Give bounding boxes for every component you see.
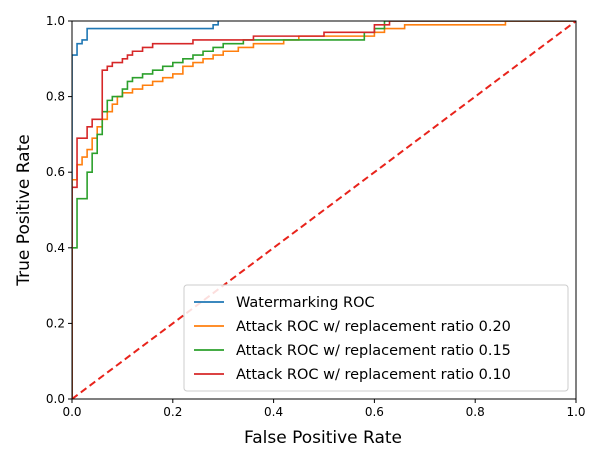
legend: Watermarking ROC Attack ROC w/ replacemen… xyxy=(183,284,569,392)
series-line-attack-roc-w-replacement-ratio-0-15 xyxy=(72,21,576,399)
y-tick-label: 0.2 xyxy=(46,316,65,330)
legend-label-watermarking-roc: Watermarking ROC xyxy=(236,295,375,311)
y-tick-label: 0.0 xyxy=(46,392,65,406)
x-tick-label: 0.6 xyxy=(365,405,384,419)
legend-label-attack-roc-w-replacement-ratio-0-15: Attack ROC w/ replacement ratio 0.15 xyxy=(236,343,511,359)
x-axis-label: False Positive Rate xyxy=(244,428,402,448)
x-tick-label: 0.0 xyxy=(62,405,81,419)
legend-box xyxy=(183,284,569,392)
legend-label-attack-roc-w-replacement-ratio-0-10: Attack ROC w/ replacement ratio 0.10 xyxy=(236,367,511,383)
y-tick-label: 1.0 xyxy=(46,14,65,28)
y-axis-label: True Positive Rate xyxy=(14,134,34,286)
series-line-watermarking-roc xyxy=(72,21,219,399)
x-tick-label: 1.0 xyxy=(566,405,585,419)
plot-area xyxy=(72,21,576,399)
y-tick-label: 0.6 xyxy=(46,165,65,179)
x-tick-label: 0.2 xyxy=(163,405,182,419)
legend-label-attack-roc-w-replacement-ratio-0-20: Attack ROC w/ replacement ratio 0.20 xyxy=(236,319,511,335)
y-tick-label: 0.4 xyxy=(46,241,65,255)
series-line-attack-roc-w-replacement-ratio-0-10 xyxy=(72,21,576,399)
y-tick-label: 0.8 xyxy=(46,90,65,104)
plot-frame xyxy=(71,20,577,400)
reference-diagonal-line xyxy=(72,21,576,399)
axes: 0.0 0.2 0.4 0.6 0.8 1.0 0.0 0.2 0.4 0.6 0.8 1.0 xyxy=(46,14,586,419)
series-group xyxy=(72,21,576,399)
x-tick-label: 0.4 xyxy=(264,405,283,419)
x-tick-label: 0.8 xyxy=(466,405,485,419)
